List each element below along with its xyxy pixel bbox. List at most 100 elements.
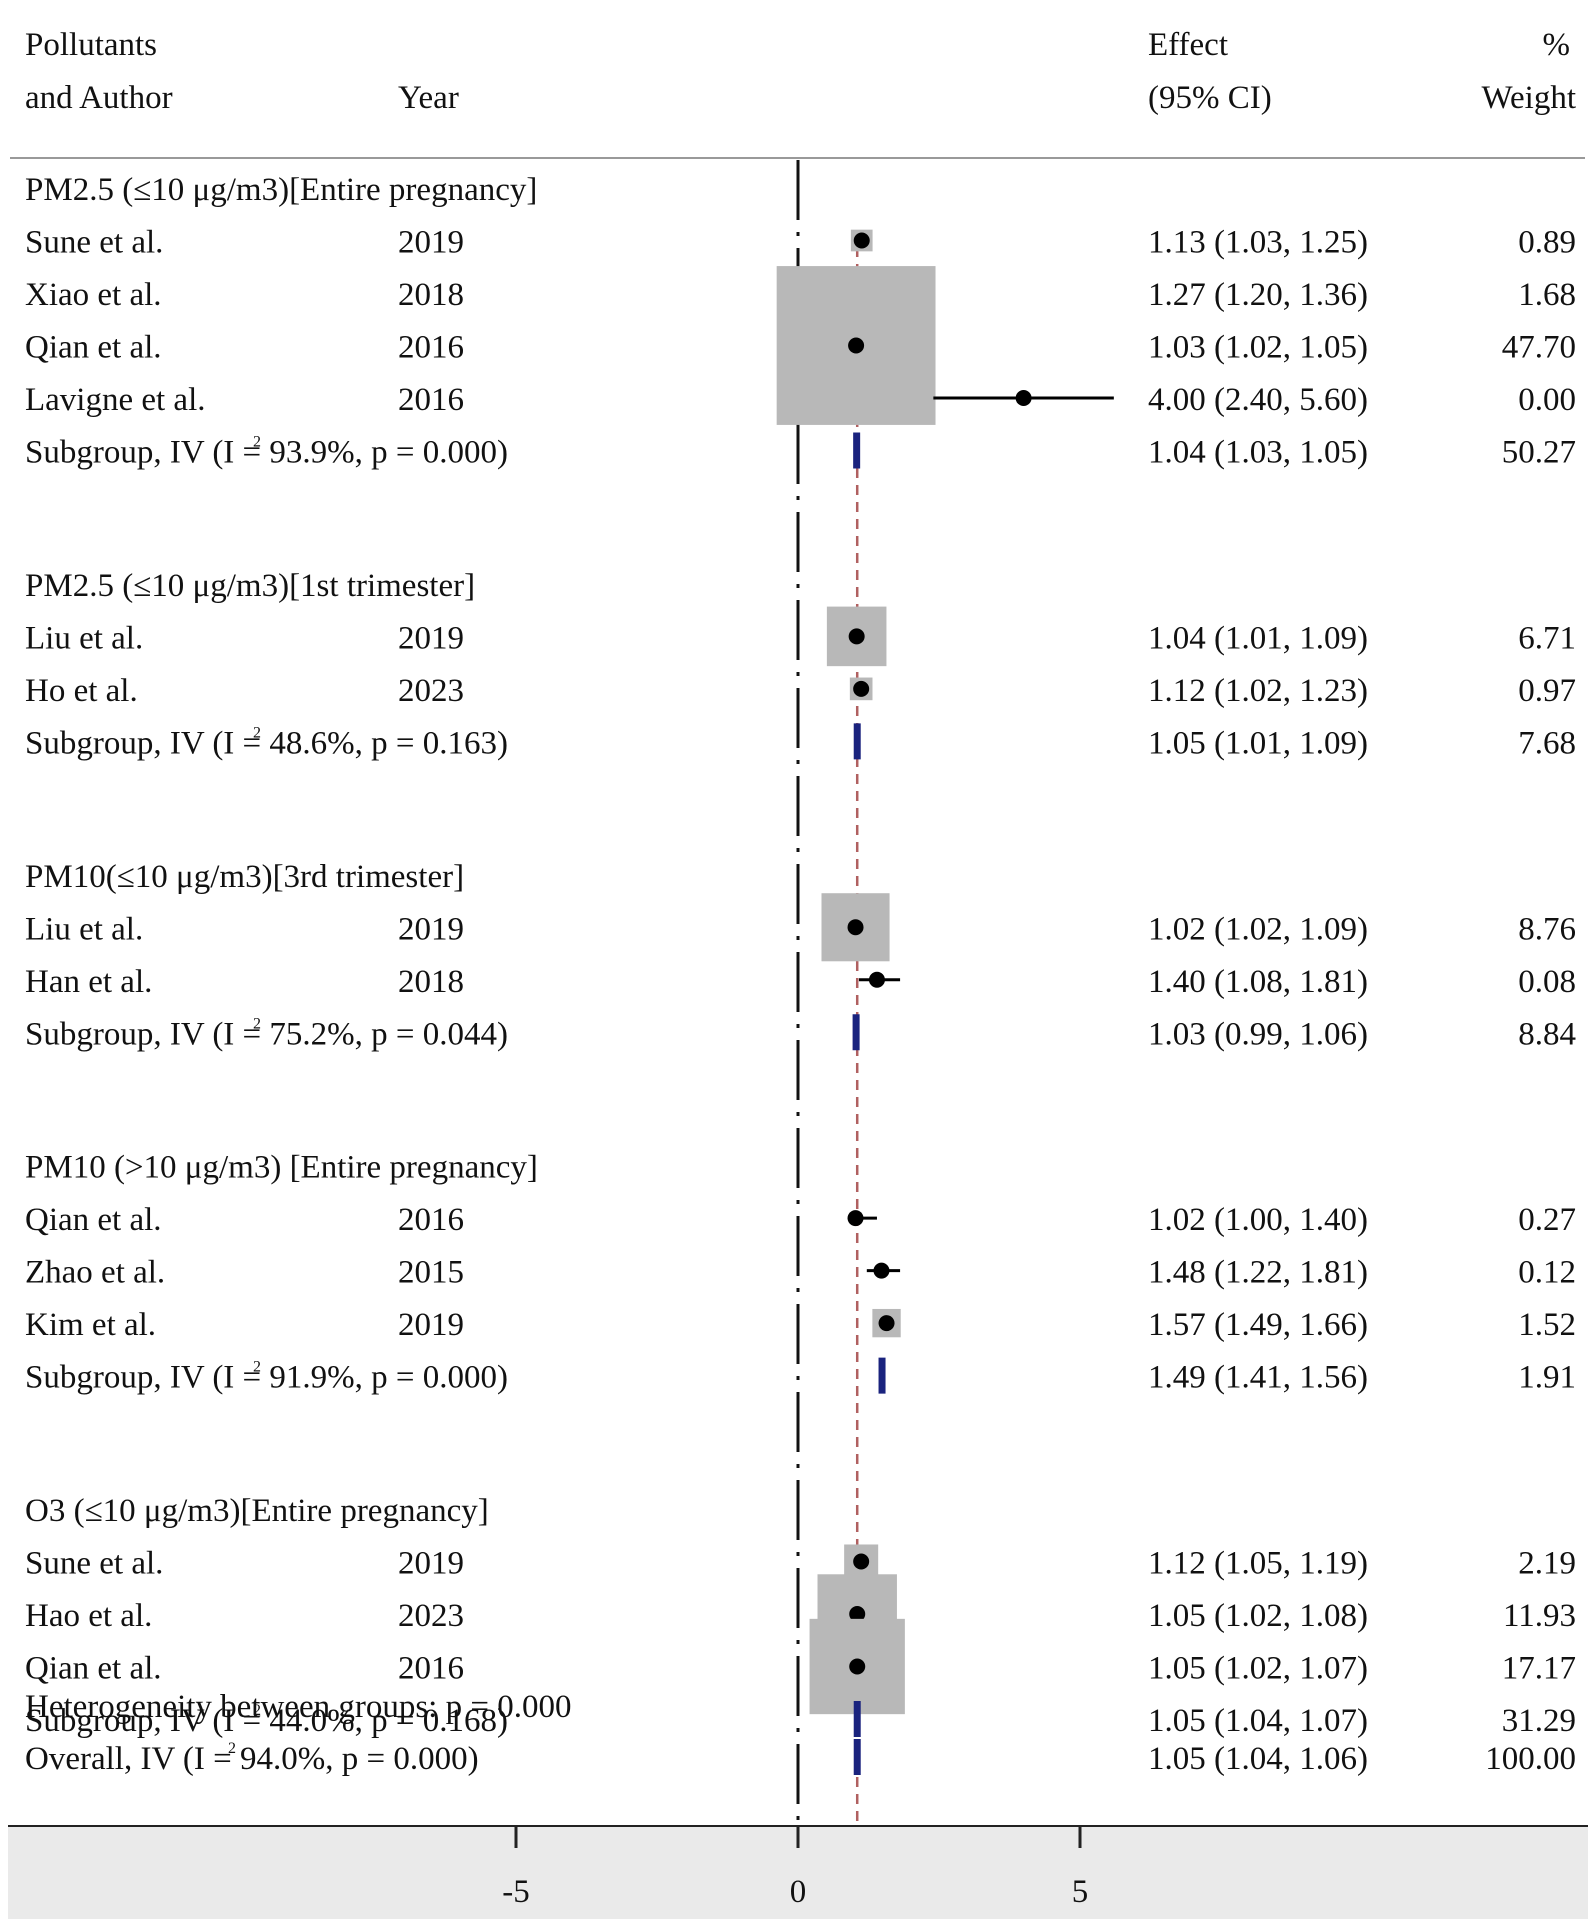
subgroup-diamond — [878, 1357, 886, 1394]
study-effect: 1.04 (1.01, 1.09) — [1148, 620, 1368, 656]
study-effect: 1.48 (1.22, 1.81) — [1148, 1255, 1368, 1291]
subgroup-effect: 1.49 (1.41, 1.56) — [1148, 1360, 1368, 1396]
study-point — [1015, 390, 1032, 406]
table-header: Pollutants and Author Year Effect (95% C… — [25, 27, 1576, 116]
subgroup-diamond — [852, 1014, 860, 1051]
forest-marks — [776, 229, 1114, 1775]
study-weight: 6.71 — [1518, 620, 1576, 656]
subgroup-label: Subgroup, IV (I = 75.2%, p = 0.044) — [25, 1016, 508, 1052]
study-year: 2023 — [398, 1598, 464, 1634]
study-effect: 1.40 (1.08, 1.81) — [1148, 964, 1368, 1000]
study-author: Kim et al. — [25, 1307, 156, 1343]
study-author: Qian et al. — [25, 1202, 162, 1238]
study-author: Qian et al. — [25, 330, 162, 366]
subgroup-label: Subgroup, IV (I = 48.6%, p = 0.163) — [25, 725, 508, 761]
study-effect: 1.05 (1.02, 1.07) — [1148, 1651, 1368, 1687]
study-weight: 8.76 — [1518, 911, 1576, 947]
study-year: 2018 — [398, 277, 464, 313]
study-point — [848, 337, 865, 354]
study-weight: 0.00 — [1518, 382, 1576, 418]
header-percent: % — [1543, 27, 1571, 63]
study-author: Sune et al. — [25, 225, 163, 261]
subgroup-weight: 50.27 — [1502, 435, 1576, 471]
subgroup-label: Subgroup, IV (I = 93.9%, p = 0.000) — [25, 435, 508, 471]
study-point — [873, 1262, 890, 1279]
study-weight: 2.19 — [1518, 1546, 1576, 1582]
header-effect: Effect — [1148, 27, 1228, 63]
subgroup-weight: 31.29 — [1502, 1703, 1576, 1739]
study-effect: 1.03 (1.02, 1.05) — [1148, 330, 1368, 366]
group-label: PM10(≤10 μg/m3)[3rd trimester] — [25, 859, 464, 895]
study-effect: 1.02 (1.00, 1.40) — [1148, 1202, 1368, 1238]
x-tick-label: 0 — [790, 1874, 807, 1910]
subgroup-label: Subgroup, IV (I = 91.9%, p = 0.000) — [25, 1360, 508, 1396]
study-author: Liu et al. — [25, 911, 143, 947]
study-year: 2016 — [398, 330, 464, 366]
study-year: 2019 — [398, 1307, 464, 1343]
study-year: 2018 — [398, 964, 464, 1000]
heterogeneity-text: Heterogeneity between groups: p = 0.000 — [25, 1689, 571, 1725]
study-author: Qian et al. — [25, 1651, 162, 1687]
study-author: Ho et al. — [25, 673, 138, 709]
overall-effect: 1.05 (1.04, 1.06) — [1148, 1741, 1368, 1777]
subgroup-effect: 1.03 (0.99, 1.06) — [1148, 1016, 1368, 1052]
study-point — [853, 680, 870, 697]
study-effect: 1.05 (1.02, 1.08) — [1148, 1598, 1368, 1634]
study-author: Xiao et al. — [25, 277, 162, 313]
study-weight: 0.97 — [1518, 673, 1576, 709]
superscript-2: 2 — [253, 434, 261, 451]
overall-weight: 100.00 — [1485, 1741, 1576, 1777]
subgroup-weight: 8.84 — [1518, 1016, 1576, 1052]
study-point — [853, 1553, 870, 1570]
study-author: Liu et al. — [25, 620, 143, 656]
study-year: 2019 — [398, 1546, 464, 1582]
study-author: Han et al. — [25, 964, 152, 1000]
study-weight: 0.12 — [1518, 1255, 1576, 1291]
study-year: 2015 — [398, 1255, 464, 1291]
subgroup-effect: 1.05 (1.01, 1.09) — [1148, 725, 1368, 761]
superscript-2: 2 — [253, 1702, 261, 1719]
study-weight: 0.27 — [1518, 1202, 1576, 1238]
subgroup-effect: 1.04 (1.03, 1.05) — [1148, 435, 1368, 471]
study-point — [849, 1606, 866, 1622]
study-effect: 1.02 (1.02, 1.09) — [1148, 911, 1368, 947]
study-year: 2019 — [398, 620, 464, 656]
superscript-2: 2 — [253, 724, 261, 741]
study-author: Zhao et al. — [25, 1255, 165, 1291]
group-label: PM10 (>10 μg/m3) [Entire pregnancy] — [25, 1150, 538, 1186]
superscript-2: 2 — [228, 1740, 236, 1757]
study-weight: 47.70 — [1502, 330, 1576, 366]
study-weight: 11.93 — [1503, 1598, 1576, 1634]
subgroup-weight: 7.68 — [1518, 725, 1576, 761]
group-label: PM2.5 (≤10 μg/m3)[Entire pregnancy] — [25, 172, 537, 208]
subgroup-diamond — [853, 723, 861, 760]
subgroup-label: Subgroup, IV (I = 44.0%, p = 0.168) — [25, 1703, 508, 1739]
x-tick-label: 5 — [1072, 1874, 1089, 1910]
subgroup-effect: 1.05 (1.04, 1.07) — [1148, 1703, 1368, 1739]
study-point — [853, 232, 870, 249]
study-point — [848, 628, 865, 645]
study-effect: 1.27 (1.20, 1.36) — [1148, 277, 1368, 313]
study-weight: 17.17 — [1502, 1651, 1576, 1687]
row-labels: PM2.5 (≤10 μg/m3)[Entire pregnancy] Sune … — [25, 172, 1576, 1777]
study-point — [878, 1315, 895, 1332]
study-effect: 1.12 (1.05, 1.19) — [1148, 1546, 1368, 1582]
study-author: Sune et al. — [25, 1546, 163, 1582]
study-year: 2019 — [398, 225, 464, 261]
superscript-2: 2 — [253, 1015, 261, 1032]
study-weight: 1.52 — [1518, 1307, 1576, 1343]
study-weight: 1.68 — [1518, 277, 1576, 313]
group-label: PM2.5 (≤10 μg/m3)[1st trimester] — [25, 568, 475, 604]
study-effect: 1.57 (1.49, 1.66) — [1148, 1307, 1368, 1343]
study-effect: 1.12 (1.02, 1.23) — [1148, 673, 1368, 709]
study-point — [868, 971, 885, 988]
study-weight: 0.89 — [1518, 225, 1576, 261]
study-year: 2023 — [398, 673, 464, 709]
study-point — [849, 1658, 866, 1675]
x-axis: -5 0 5 — [502, 1826, 1088, 1910]
study-year: 2019 — [398, 911, 464, 947]
x-tick-label: -5 — [502, 1874, 530, 1910]
study-effect: 1.13 (1.03, 1.25) — [1148, 225, 1368, 261]
overall-diamond — [853, 1739, 861, 1775]
